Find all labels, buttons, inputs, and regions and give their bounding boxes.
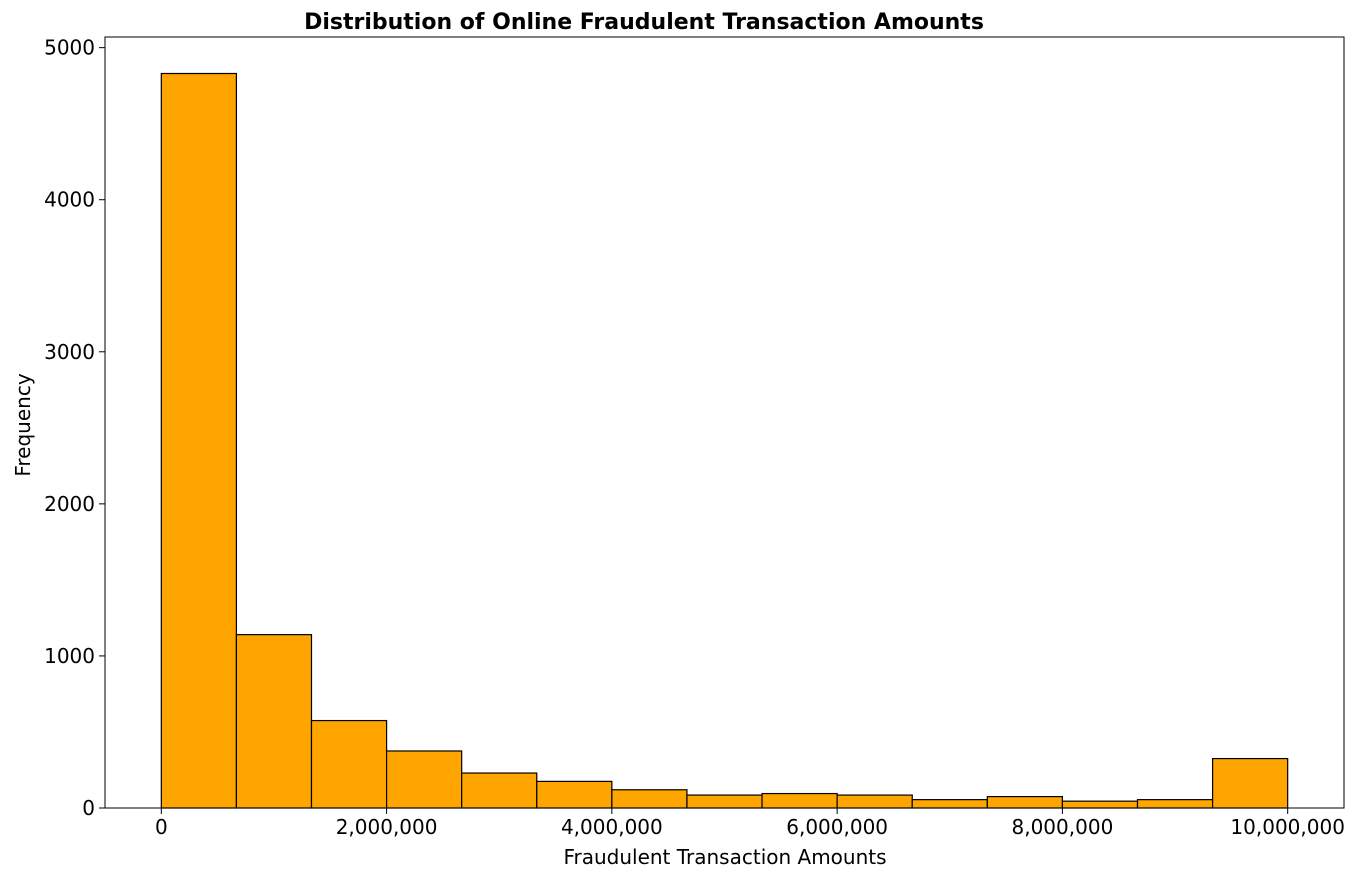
x-axis-label: Fraudulent Transaction Amounts — [563, 845, 886, 869]
y-tick-label: 1000 — [44, 644, 95, 668]
histogram-bar — [911, 799, 988, 809]
histogram-bar — [385, 750, 463, 809]
y-tick-label: 3000 — [44, 340, 95, 364]
histogram-bar — [310, 719, 388, 809]
histogram-bar — [461, 772, 538, 809]
histogram-bar — [836, 794, 913, 809]
histogram-bar — [611, 789, 688, 809]
y-tick-label: 0 — [82, 796, 95, 820]
histogram-bar — [1211, 757, 1289, 809]
histogram-bar — [1061, 800, 1139, 809]
y-axis-ticks: 0 1000 2000 3000 4000 5000 — [44, 36, 105, 820]
x-tick-label: 10,000,000 — [1230, 815, 1345, 839]
histogram-bar — [986, 795, 1064, 809]
histogram-bar — [536, 780, 613, 809]
bars-group — [160, 72, 1289, 809]
y-tick-label: 5000 — [44, 36, 95, 60]
x-tick-label: 6,000,000 — [786, 815, 888, 839]
histogram-bar — [761, 792, 838, 809]
x-tick-label: 4,000,000 — [561, 815, 663, 839]
histogram-bar — [686, 794, 763, 809]
histogram-bar — [235, 634, 313, 809]
y-tick-label: 4000 — [44, 188, 95, 212]
y-tick-label: 2000 — [44, 492, 95, 516]
x-tick-label: 2,000,000 — [336, 815, 438, 839]
chart-title: Distribution of Online Fraudulent Transa… — [304, 10, 984, 35]
x-tick-label: 8,000,000 — [1012, 815, 1114, 839]
x-tick-label: 0 — [155, 815, 168, 839]
y-axis-label: Frequency — [11, 373, 35, 476]
histogram-bar — [160, 72, 238, 809]
plot-frame — [104, 36, 1345, 809]
histogram-bar — [1136, 799, 1214, 809]
x-axis-ticks: 0 2,000,000 4,000,000 6,000,000 8,000,000 10,… — [155, 808, 1345, 839]
